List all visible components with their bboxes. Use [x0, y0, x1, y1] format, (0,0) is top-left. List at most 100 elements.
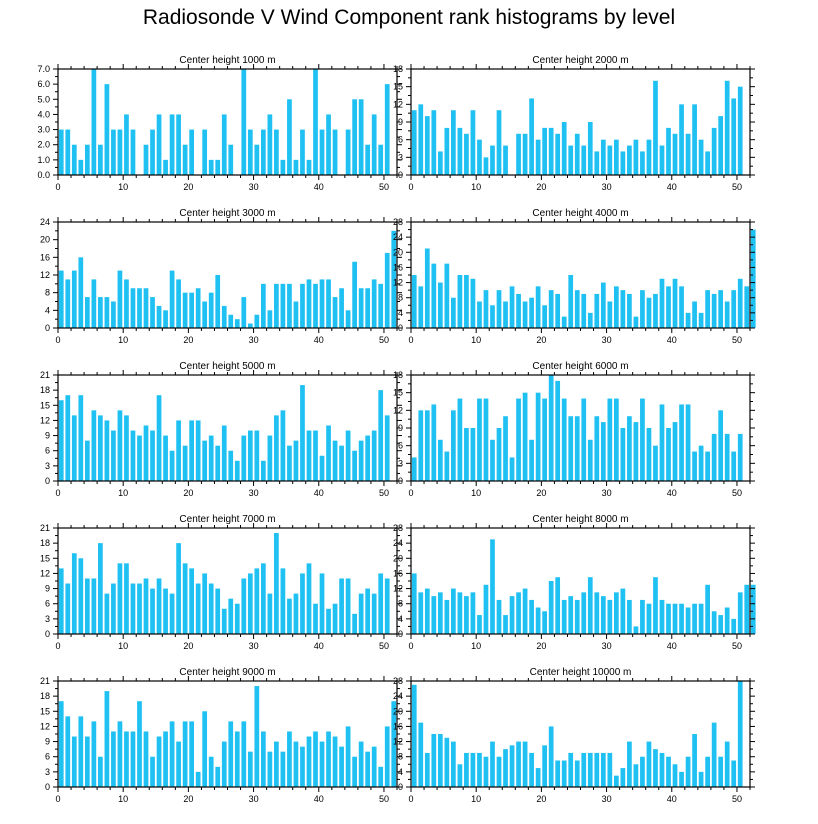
histogram-bar: [431, 110, 437, 175]
histogram-bar: [254, 314, 260, 328]
histogram-bar: [130, 129, 136, 175]
histogram-bar: [659, 599, 665, 634]
y-tick-label: 20: [40, 235, 50, 245]
y-tick-label: 12: [393, 99, 403, 109]
histogram-bar: [633, 764, 639, 787]
histogram-bar: [71, 736, 77, 787]
histogram-bar: [182, 721, 188, 787]
histogram-bar: [228, 314, 234, 328]
x-tick-label: 0: [408, 641, 413, 651]
histogram-bar: [260, 283, 266, 328]
histogram-bar: [464, 596, 469, 634]
histogram-panel: Center height 9000 m0 10 20 30 40 50036912151…: [40, 667, 402, 804]
histogram-bar: [483, 756, 489, 787]
histogram-bar: [339, 746, 344, 787]
histogram-bar: [58, 568, 64, 634]
histogram-bar: [58, 701, 64, 787]
histogram-bar: [378, 144, 384, 175]
x-tick-label: 20: [536, 641, 546, 651]
y-tick-label: 8: [398, 599, 403, 609]
histogram-bar: [332, 297, 338, 328]
x-tick-label: 0: [55, 794, 60, 804]
y-tick-label: 0: [45, 476, 50, 486]
y-tick-label: 0.0: [37, 170, 50, 180]
histogram-bar: [306, 563, 312, 634]
histogram-bar: [529, 297, 534, 328]
histogram-bar: [156, 736, 162, 787]
histogram-bar: [568, 275, 574, 328]
y-tick-label: 20: [393, 553, 403, 563]
y-tick-label: 28: [393, 217, 403, 227]
histogram-bar: [91, 69, 97, 175]
histogram-bar: [646, 139, 652, 175]
y-tick-label: 0: [45, 782, 50, 792]
x-tick-label: 50: [379, 488, 389, 498]
histogram-bar: [705, 756, 710, 787]
histogram-bar: [542, 305, 548, 328]
histogram-bar: [692, 734, 697, 787]
y-tick-label: 3: [45, 614, 50, 624]
y-tick-label: 6: [45, 599, 50, 609]
histogram-bar: [384, 252, 390, 328]
histogram-bar: [65, 716, 71, 787]
histogram-bar: [561, 599, 567, 634]
histogram-bar: [293, 440, 299, 481]
x-tick-label: 20: [536, 794, 546, 804]
histogram-bar: [503, 615, 508, 634]
x-tick-label: 40: [314, 182, 324, 192]
histogram-bar: [646, 297, 652, 328]
histogram-bar: [84, 297, 90, 328]
histogram-bar: [339, 288, 344, 328]
histogram-bar: [104, 691, 110, 787]
histogram-bar: [411, 684, 417, 787]
histogram-bar: [234, 460, 240, 481]
histogram-bar: [555, 133, 561, 175]
histogram-bar: [627, 293, 632, 328]
histogram-bar: [117, 270, 123, 328]
histogram-bar: [371, 593, 377, 634]
histogram-bar: [71, 144, 77, 175]
histogram-bar: [215, 275, 221, 328]
histogram-bar: [705, 584, 710, 634]
histogram-bar: [111, 301, 116, 328]
histogram-bar: [672, 278, 678, 328]
x-tick-label: 20: [183, 488, 193, 498]
histogram-bar: [143, 731, 149, 787]
histogram-bar: [737, 681, 743, 787]
histogram-bar: [464, 275, 469, 328]
histogram-bar: [613, 775, 619, 787]
y-tick-label: 8: [398, 293, 403, 303]
histogram-bar: [503, 145, 508, 175]
histogram-bar: [247, 751, 253, 787]
histogram-bar: [542, 745, 548, 787]
histogram-bar: [451, 110, 456, 175]
histogram-bar: [587, 752, 593, 787]
histogram-bar: [98, 144, 103, 175]
histogram-bar: [169, 270, 175, 328]
histogram-bar: [150, 129, 155, 175]
histogram-bar: [345, 310, 351, 328]
histogram-bar: [431, 734, 437, 787]
histogram-bar: [529, 98, 534, 175]
histogram-bar: [274, 283, 279, 328]
histogram-bar: [457, 592, 463, 634]
histogram-bar: [352, 99, 357, 175]
histogram-bar: [319, 573, 325, 634]
y-tick-label: 6.0: [37, 79, 50, 89]
histogram-bar: [241, 297, 247, 328]
histogram-bar: [437, 151, 443, 175]
x-tick-label: 50: [732, 641, 742, 651]
histogram-bar: [718, 290, 724, 328]
histogram-bar: [522, 588, 528, 634]
histogram-bar: [91, 578, 97, 634]
histogram-bar: [411, 573, 417, 634]
histogram-bar: [111, 731, 116, 787]
histogram-bar: [679, 404, 684, 481]
histogram-bar: [470, 752, 476, 787]
histogram-bar: [202, 440, 208, 481]
histogram-bar: [143, 144, 149, 175]
histogram-bar: [490, 145, 495, 175]
y-tick-label: 15: [393, 82, 403, 92]
histogram-bar: [241, 69, 247, 175]
histogram-bar: [274, 129, 279, 175]
